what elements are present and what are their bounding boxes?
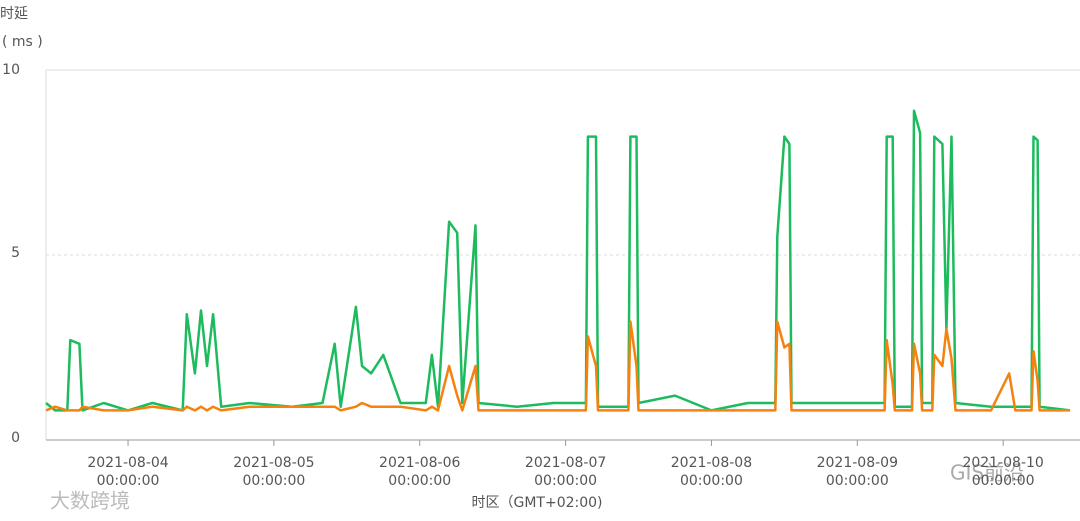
y-tick-label: 10 bbox=[2, 62, 20, 78]
series-line bbox=[45, 109, 1071, 412]
y-unit: ( ms ) bbox=[2, 34, 43, 50]
x-tick-label: 2021-08-10 00:00:00 bbox=[962, 455, 1044, 489]
x-label: 时区（GMT+02:00) bbox=[471, 495, 602, 511]
x-tick-label: 2021-08-04 00:00:00 bbox=[87, 455, 169, 489]
y-label: 时延 bbox=[0, 6, 28, 22]
watermark: 大数跨境 bbox=[50, 489, 130, 513]
x-tick-label: 2021-08-05 00:00:00 bbox=[233, 455, 315, 489]
y-tick-label: 0 bbox=[11, 430, 20, 446]
x-tick-label: 2021-08-06 00:00:00 bbox=[379, 455, 461, 489]
series-line bbox=[45, 320, 1070, 412]
x-tick-label: 2021-08-07 00:00:00 bbox=[524, 455, 607, 489]
x-tick-label: 2021-08-08 00:00:00 bbox=[670, 455, 753, 489]
y-tick-label: 5 bbox=[11, 245, 20, 261]
x-tick-label: 2021-08-09 00:00:00 bbox=[816, 455, 898, 489]
watermark: GIS前沿 bbox=[950, 461, 1024, 485]
